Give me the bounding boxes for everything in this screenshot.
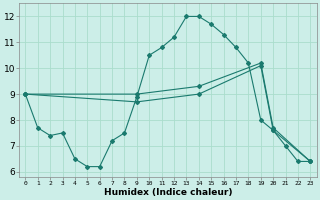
X-axis label: Humidex (Indice chaleur): Humidex (Indice chaleur) (104, 188, 232, 197)
